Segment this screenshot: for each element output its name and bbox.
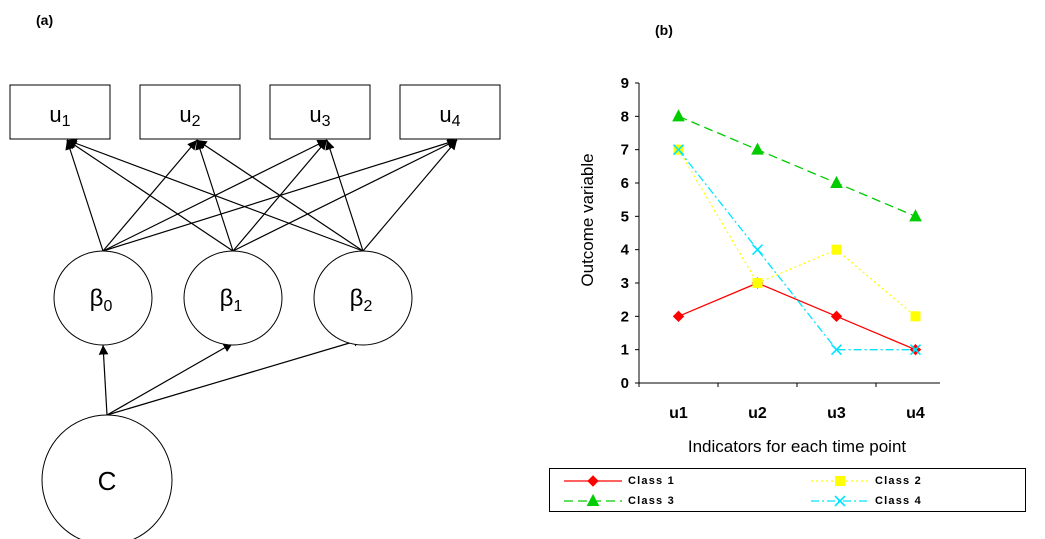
y-tick-label: 5 bbox=[621, 208, 629, 225]
y-tick-label: 1 bbox=[621, 342, 629, 359]
diagram-nodes: u1 u2 u3 u4 β0 β1 β2 C bbox=[9, 84, 501, 539]
legend-swatch-class-2 bbox=[811, 476, 869, 486]
x-axis-label: Indicators for each time point bbox=[688, 437, 907, 456]
x-tick-label: u4 bbox=[906, 405, 925, 422]
y-tick-label: 6 bbox=[621, 175, 629, 192]
data-point bbox=[672, 109, 685, 122]
path-arrow-beta0-to-u1 bbox=[65, 139, 104, 252]
diagram-arrows bbox=[65, 138, 458, 416]
latent-class-label: C bbox=[98, 466, 117, 496]
series-line bbox=[678, 282, 916, 351]
series-class-1 bbox=[672, 277, 922, 356]
growth-mixture-diagram: u1 u2 u3 u4 β0 β1 β2 C bbox=[9, 84, 501, 539]
series-line bbox=[678, 115, 916, 217]
growth-factor-label: β0 bbox=[90, 285, 113, 315]
legend-swatch-class-4 bbox=[811, 495, 869, 507]
y-tick-label: 7 bbox=[621, 142, 629, 159]
path-arrow-c-to-beta1 bbox=[106, 342, 234, 416]
y-tick-label: 8 bbox=[621, 108, 629, 125]
legend-item-class-4: Class 4 bbox=[809, 492, 922, 510]
legend-swatch-class-3 bbox=[564, 494, 622, 506]
latent-class-node: C bbox=[41, 414, 173, 539]
path-arrow-beta2-to-u1 bbox=[66, 138, 364, 252]
indicator-box-u3: u3 bbox=[269, 84, 371, 140]
growth-factor-label: β1 bbox=[220, 285, 243, 315]
path-arrow-c-to-beta2 bbox=[106, 337, 364, 416]
indicator-label: u3 bbox=[309, 102, 330, 130]
legend-marker bbox=[587, 475, 599, 487]
legend-item-class-2: Class 2 bbox=[809, 472, 922, 490]
data-point bbox=[830, 175, 843, 188]
legend-item-class-1: Class 1 bbox=[562, 472, 675, 490]
chart-axes: 0 1 2 3 4 5 6 7 8 9 u1 u2 u3 u4 bbox=[621, 75, 940, 422]
x-tick-label: u2 bbox=[748, 405, 767, 422]
data-point bbox=[910, 311, 921, 322]
data-point bbox=[672, 144, 685, 156]
panel-b-label: (b) bbox=[655, 22, 673, 38]
y-tick-label: 0 bbox=[621, 375, 629, 392]
growth-factor-beta0: β0 bbox=[53, 250, 153, 346]
x-tick-label: u1 bbox=[669, 405, 688, 422]
series-line bbox=[677, 149, 916, 317]
path-arrow-c-to-beta0 bbox=[98, 344, 109, 416]
indicator-box-u2: u2 bbox=[139, 84, 241, 140]
indicator-label: u1 bbox=[49, 102, 70, 130]
legend-label-class-2: Class 2 bbox=[875, 475, 922, 487]
path-arrow-beta1-to-u1 bbox=[66, 139, 234, 252]
legend-marker bbox=[835, 476, 845, 486]
data-point bbox=[751, 142, 764, 155]
legend-label-class-3: Class 3 bbox=[628, 495, 675, 507]
path-arrow-beta2-to-u3 bbox=[325, 139, 364, 252]
y-axis-label: Outcome variable bbox=[578, 153, 597, 286]
data-point bbox=[751, 244, 764, 256]
indicator-box-u1: u1 bbox=[9, 84, 111, 140]
line-chart: Outcome variable Indicators for each tim… bbox=[578, 75, 940, 456]
indicator-label: u2 bbox=[179, 102, 200, 130]
data-point bbox=[830, 310, 843, 323]
y-tick-label: 3 bbox=[621, 275, 629, 292]
legend-label-class-1: Class 1 bbox=[628, 475, 675, 487]
series-class-2 bbox=[673, 144, 921, 322]
growth-factor-beta2: β2 bbox=[313, 250, 413, 346]
data-point bbox=[909, 209, 922, 222]
x-tick-label: u3 bbox=[827, 405, 846, 422]
data-point bbox=[752, 278, 763, 288]
indicator-label: u4 bbox=[439, 102, 460, 130]
path-arrow-beta2-to-u4 bbox=[362, 139, 458, 252]
panel-a-label: (a) bbox=[36, 12, 54, 28]
legend-item-class-3: Class 3 bbox=[562, 492, 675, 510]
data-point bbox=[909, 344, 922, 356]
legend-swatch-class-1 bbox=[564, 475, 622, 487]
legend-marker bbox=[834, 495, 846, 507]
growth-factor-beta1: β1 bbox=[183, 250, 283, 346]
path-arrow-beta2-to-u2 bbox=[196, 139, 364, 252]
series-class-3 bbox=[672, 109, 922, 222]
y-tick-label: 2 bbox=[621, 308, 629, 325]
chart-series bbox=[672, 109, 922, 356]
growth-factor-label: β2 bbox=[350, 285, 373, 315]
data-point bbox=[830, 344, 843, 356]
legend-label-class-4: Class 4 bbox=[875, 495, 922, 507]
data-point bbox=[831, 244, 842, 255]
data-point bbox=[672, 310, 685, 323]
indicator-box-u4: u4 bbox=[399, 84, 501, 140]
series-line bbox=[677, 149, 916, 351]
y-tick-label: 4 bbox=[621, 242, 630, 259]
legend-marker bbox=[586, 494, 600, 506]
series-class-4 bbox=[672, 144, 922, 356]
chart-legend: Class 1 Class 2 Class 3 Class 4 bbox=[549, 468, 1026, 512]
y-tick-label: 9 bbox=[621, 75, 629, 92]
